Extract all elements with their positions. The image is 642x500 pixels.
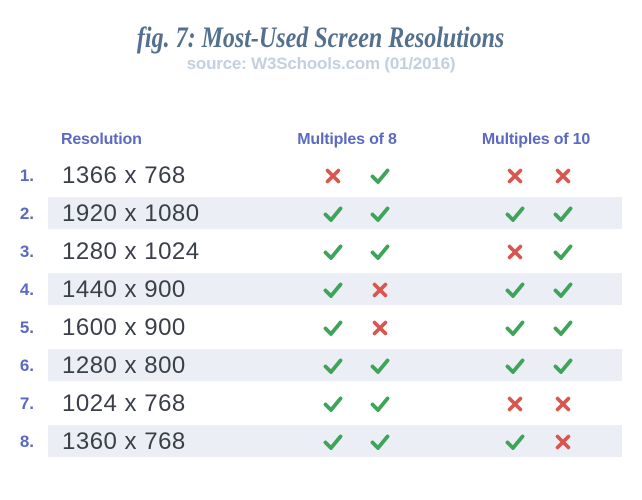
check-icon — [553, 282, 573, 298]
cross-icon — [555, 434, 571, 450]
mark-cell — [539, 157, 587, 195]
row-resolution: 1360 x 768 — [62, 428, 186, 455]
mark-cell — [310, 195, 356, 233]
mark-cell — [356, 157, 404, 195]
mark-cell — [356, 347, 404, 385]
check-icon — [323, 282, 343, 298]
check-icon — [323, 206, 343, 222]
mark-cell — [491, 195, 539, 233]
mark-cell — [310, 271, 356, 309]
mark-cell — [539, 271, 587, 309]
mark-cell — [491, 385, 539, 423]
table-row: 5. 1600 x 900 — [0, 309, 642, 347]
mark-cell — [356, 195, 404, 233]
mark-cell — [310, 157, 356, 195]
check-icon — [323, 320, 343, 336]
mark-cell — [356, 423, 404, 461]
row-rank: 3. — [19, 242, 34, 261]
mark-cell — [310, 309, 356, 347]
check-icon — [323, 396, 343, 412]
check-icon — [323, 244, 343, 260]
column-header-multiples-of-8: Multiples of 8 — [297, 131, 397, 148]
check-icon — [323, 434, 343, 450]
row-resolution: 1440 x 900 — [62, 276, 186, 303]
table-row: 2. 1920 x 1080 — [0, 195, 642, 233]
check-icon — [553, 244, 573, 260]
row-rank: 6. — [19, 356, 34, 375]
row-resolution: 1920 x 1080 — [62, 200, 200, 227]
mark-cell — [310, 385, 356, 423]
table-row: 7. 1024 x 768 — [0, 385, 642, 423]
cross-icon — [555, 396, 571, 412]
check-icon — [553, 358, 573, 374]
cross-icon — [507, 244, 523, 260]
row-resolution: 1600 x 900 — [62, 314, 186, 341]
table-row: 3. 1280 x 1024 — [0, 233, 642, 271]
column-header-resolution: Resolution — [61, 131, 142, 148]
table-row: 6. 1280 x 800 — [0, 347, 642, 385]
mark-cell — [491, 347, 539, 385]
mark-cell — [310, 423, 356, 461]
cross-icon — [372, 320, 388, 336]
check-icon — [505, 206, 525, 222]
cross-icon — [507, 396, 523, 412]
row-resolution: 1280 x 800 — [62, 352, 186, 379]
check-icon — [370, 358, 390, 374]
row-resolution: 1366 x 768 — [62, 162, 186, 189]
check-icon — [505, 358, 525, 374]
check-icon — [370, 206, 390, 222]
mark-cell — [356, 309, 404, 347]
mark-cell — [491, 309, 539, 347]
check-icon — [505, 282, 525, 298]
cross-icon — [555, 168, 571, 184]
mark-cell — [539, 423, 587, 461]
row-rank: 8. — [19, 432, 34, 451]
column-header-multiples-of-10: Multiples of 10 — [481, 131, 591, 148]
table-body: 1. 1366 x 768 2. 1920 x 1080 3. 1280 x 1… — [0, 157, 642, 461]
check-icon — [553, 206, 573, 222]
mark-cell — [356, 385, 404, 423]
table-row: 8. 1360 x 768 — [0, 423, 642, 461]
mark-cell — [539, 347, 587, 385]
mark-cell — [539, 309, 587, 347]
mark-cell — [310, 347, 356, 385]
check-icon — [505, 320, 525, 336]
mark-cell — [491, 157, 539, 195]
mark-cell — [310, 233, 356, 271]
row-resolution: 1024 x 768 — [62, 390, 186, 417]
table-row: 1. 1366 x 768 — [0, 157, 642, 195]
cross-icon — [372, 282, 388, 298]
check-icon — [370, 244, 390, 260]
figure-title-text: fig. 7: Most-Used Screen Resolutions — [137, 21, 505, 54]
check-icon — [370, 396, 390, 412]
cross-icon — [325, 168, 341, 184]
figure-title: fig. 7: Most-Used Screen Resolutions — [0, 23, 642, 58]
row-rank: 5. — [19, 318, 34, 337]
table-row: 4. 1440 x 900 — [0, 271, 642, 309]
row-rank: 4. — [19, 280, 34, 299]
mark-cell — [491, 233, 539, 271]
check-icon — [323, 358, 343, 374]
row-resolution: 1280 x 1024 — [62, 238, 200, 265]
mark-cell — [491, 271, 539, 309]
check-icon — [505, 434, 525, 450]
check-icon — [370, 434, 390, 450]
figure-source: source: W3Schools.com (01/2016) — [186, 54, 456, 73]
mark-cell — [539, 233, 587, 271]
mark-cell — [356, 271, 404, 309]
check-icon — [370, 168, 390, 184]
row-rank: 2. — [19, 204, 34, 223]
table-header: Resolution Multiples of 8 Multiples of 1… — [0, 131, 642, 151]
mark-cell — [491, 423, 539, 461]
row-rank: 1. — [19, 166, 34, 185]
check-icon — [553, 320, 573, 336]
mark-cell — [539, 195, 587, 233]
mark-cell — [539, 385, 587, 423]
cross-icon — [507, 168, 523, 184]
row-rank: 7. — [19, 394, 34, 413]
mark-cell — [356, 233, 404, 271]
